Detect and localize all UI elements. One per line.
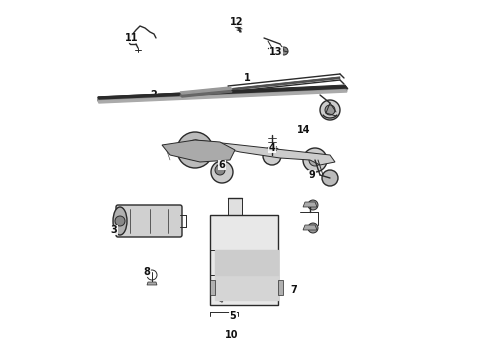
Circle shape: [322, 170, 338, 186]
Polygon shape: [215, 250, 278, 275]
Text: 6: 6: [219, 160, 225, 170]
Circle shape: [185, 140, 205, 160]
Text: 9: 9: [309, 170, 316, 180]
Circle shape: [215, 165, 225, 175]
Polygon shape: [180, 90, 232, 97]
Circle shape: [115, 216, 125, 226]
Text: 13: 13: [269, 47, 283, 57]
Text: 7: 7: [291, 285, 297, 295]
Circle shape: [280, 47, 288, 55]
Circle shape: [308, 223, 318, 233]
Text: 11: 11: [125, 33, 139, 43]
Circle shape: [320, 100, 340, 120]
Polygon shape: [278, 280, 283, 295]
Text: 5: 5: [230, 311, 236, 321]
Text: 1: 1: [244, 73, 250, 83]
Polygon shape: [162, 140, 235, 162]
Polygon shape: [195, 140, 335, 165]
Text: 4: 4: [269, 143, 275, 153]
Polygon shape: [147, 282, 157, 285]
Polygon shape: [98, 90, 347, 103]
Polygon shape: [98, 86, 347, 99]
Polygon shape: [98, 88, 347, 102]
Circle shape: [325, 105, 335, 115]
Polygon shape: [261, 270, 275, 275]
Polygon shape: [98, 85, 348, 101]
Circle shape: [308, 200, 318, 210]
Text: 12: 12: [230, 17, 244, 27]
Text: 2: 2: [150, 90, 157, 100]
Text: 14: 14: [297, 125, 311, 135]
Circle shape: [190, 145, 200, 155]
FancyBboxPatch shape: [116, 205, 182, 237]
Text: 8: 8: [144, 267, 150, 277]
Circle shape: [303, 148, 327, 172]
FancyBboxPatch shape: [210, 215, 278, 305]
Polygon shape: [303, 225, 317, 230]
Circle shape: [263, 147, 281, 165]
Circle shape: [211, 161, 233, 183]
Polygon shape: [303, 202, 317, 207]
Polygon shape: [215, 275, 278, 300]
Ellipse shape: [113, 207, 127, 235]
Circle shape: [309, 154, 321, 166]
Polygon shape: [210, 280, 215, 295]
Circle shape: [177, 132, 213, 168]
Text: 10: 10: [225, 330, 239, 340]
Polygon shape: [180, 87, 232, 94]
Text: 3: 3: [111, 225, 118, 235]
Polygon shape: [228, 198, 242, 215]
